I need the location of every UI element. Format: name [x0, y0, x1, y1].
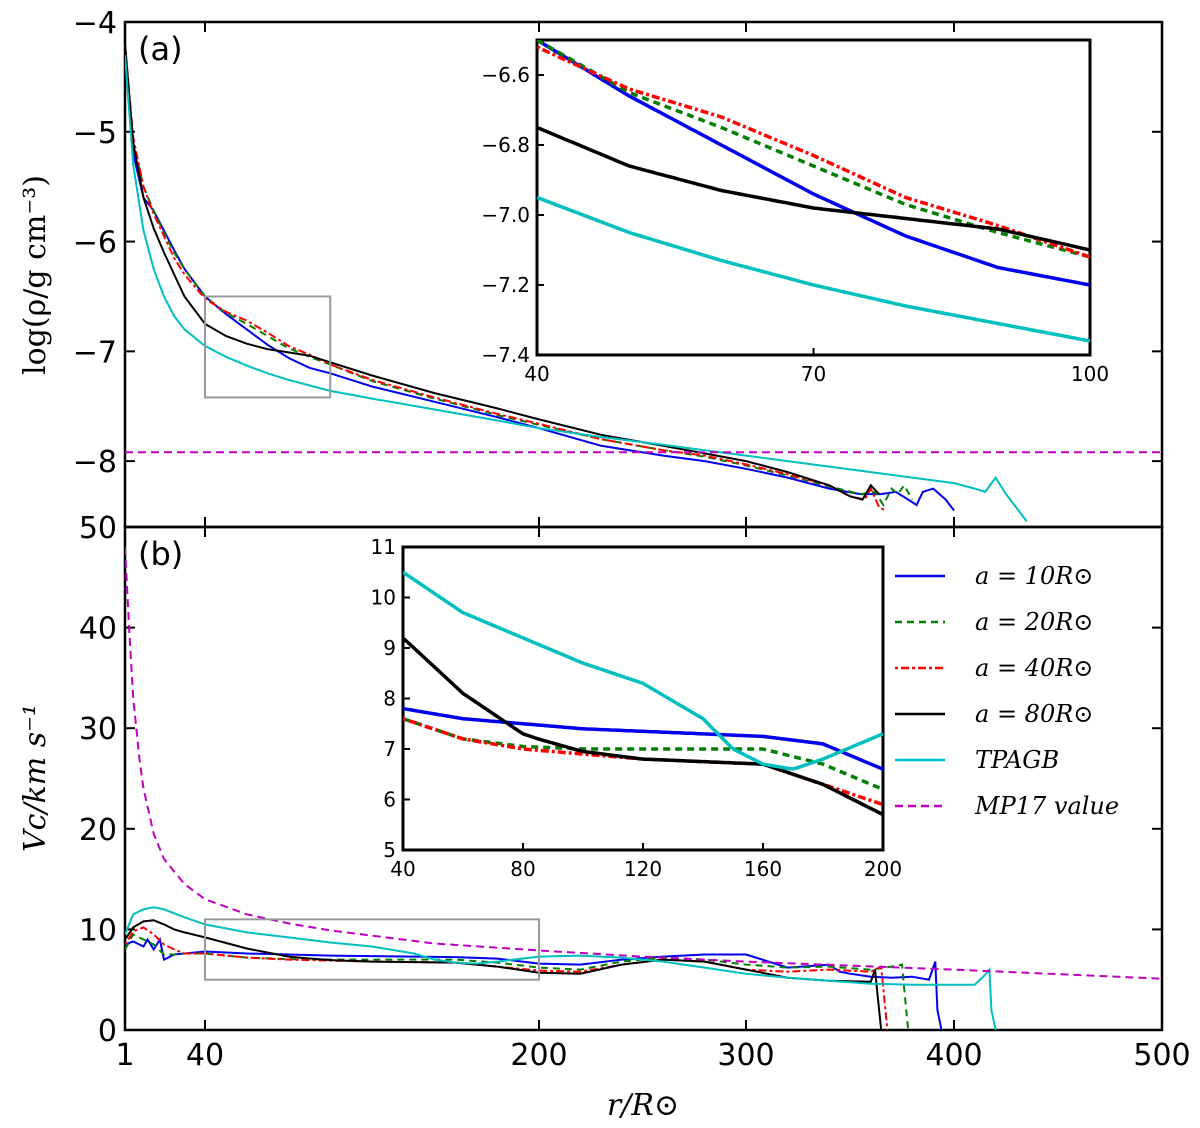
inset-y-tick-label: 5 [383, 838, 396, 862]
legend-label: TPAGB [975, 746, 1059, 774]
inset-x-tick-label: 120 [624, 857, 662, 881]
legend-label: a = 10R⊙ [975, 562, 1093, 590]
x-axis-label: r/R⊙ [607, 1088, 679, 1123]
x-tick-label: 500 [1133, 1038, 1190, 1073]
panel-b-label: (b) [138, 535, 183, 573]
inset-x-tick-label: 80 [510, 857, 535, 881]
inset-x-tick-label: 200 [864, 857, 902, 881]
inset-x-tick-label: 160 [744, 857, 782, 881]
inset-y-tick-label: −6.8 [481, 133, 530, 157]
series-line-mp17-value [125, 547, 1162, 980]
panel-b: 0 10 20 30 40 50 (b) 40 80 120 160 200 5 6 7 8 9 10 11 a… [79, 511, 1164, 1049]
inset-b: 40 80 120 160 200 5 6 7 8 9 10 11 [371, 535, 903, 881]
inset-y-tick-label: −7.2 [481, 273, 530, 297]
panel-b-ticks: 0 10 20 30 40 50 [79, 511, 1163, 1049]
y-tick-label: −7 [73, 335, 117, 370]
y-tick-label: −6 [73, 226, 117, 261]
inset-x-tick-label: 40 [390, 857, 415, 881]
y-tick-label: 0 [98, 1014, 117, 1049]
legend-label: a = 80R⊙ [975, 700, 1093, 728]
inset-y-tick-label: −6.6 [481, 63, 530, 87]
x-tick-label: 200 [510, 1038, 567, 1073]
series-line-tpagb [125, 54, 1028, 523]
panel-b-frame [123, 525, 1164, 1032]
inset-y-tick-label: 10 [371, 586, 396, 610]
panel-a: −4 −5 −6 −7 −8 (a) 40 70 100 −6.6 −6.8 −7.0 −7.2 −7… [73, 6, 1164, 529]
y-tick-label: −4 [73, 6, 117, 41]
y-axis-label-bottom: Vc/km s⁻¹ [18, 704, 53, 852]
x-tick-label: 400 [925, 1038, 982, 1073]
inset-y-tick-label: 7 [383, 737, 396, 761]
panel-a-lines [125, 43, 1162, 523]
y-tick-label: 10 [79, 913, 117, 948]
series-line-a-20r-sun [125, 43, 914, 508]
panel-a-ticks: −4 −5 −6 −7 −8 [73, 6, 1163, 527]
inset-x-tick-label: 70 [801, 362, 826, 386]
legend-label: MP17 value [974, 792, 1119, 820]
series-line-tpagb [125, 906, 997, 1030]
series-line-a-80r-sun [125, 43, 880, 501]
panel-a-label: (a) [138, 30, 183, 68]
inset-a-lines [537, 40, 1090, 343]
y-tick-label: −5 [73, 116, 117, 151]
inset-series-line-a-80r-sun [537, 125, 1090, 252]
inset-b-lines [403, 570, 883, 817]
inset-series-line-a-20r-sun [537, 40, 1090, 259]
inset-series-line-a-80r-sun [403, 636, 883, 817]
inset-x-tick-label: 40 [524, 362, 549, 386]
inset-x-tick-label: 100 [1071, 362, 1109, 386]
inset-y-tick-label: −7.4 [481, 343, 530, 367]
y-axis-label-top: log(ρ/g cm⁻³) [18, 175, 53, 375]
legend-label: a = 40R⊙ [975, 654, 1093, 682]
y-tick-label: 20 [79, 813, 117, 848]
legend: a = 10R⊙ a = 20R⊙ a = 40R⊙ a = 80R⊙ TPAGB MP1… [895, 562, 1119, 820]
y-tick-label: 50 [79, 511, 117, 546]
y-tick-label: 30 [79, 712, 117, 747]
inset-y-tick-label: −7.0 [481, 203, 530, 227]
inset-b-frame [401, 545, 885, 852]
inset-b-ticks: 40 80 120 160 200 5 6 7 8 9 10 11 [371, 535, 903, 881]
panel-a-zoom-box [204, 295, 332, 399]
panel-b-zoom-box [204, 918, 540, 981]
x-tick-labels: 1 40 200 300 400 500 [115, 1038, 1190, 1073]
inset-series-line-a-10r-sun [403, 706, 883, 771]
inset-series-line-tpagb [537, 195, 1090, 343]
x-tick-label: 40 [186, 1038, 224, 1073]
inset-series-line-a-10r-sun [537, 40, 1090, 287]
inset-y-tick-label: 6 [383, 788, 396, 812]
inset-a-ticks: 40 70 100 −6.6 −6.8 −7.0 −7.2 −7.4 [481, 63, 1109, 386]
x-tick-label: 1 [115, 1038, 134, 1073]
inset-series-line-a-20r-sun [403, 717, 883, 792]
inset-y-tick-label: 11 [371, 535, 396, 559]
inset-y-tick-label: 8 [383, 687, 396, 711]
inset-y-tick-label: 9 [383, 636, 396, 660]
y-tick-label: 40 [79, 612, 117, 647]
inset-a: 40 70 100 −6.6 −6.8 −7.0 −7.2 −7.4 [481, 38, 1109, 386]
x-tick-label: 300 [717, 1038, 774, 1073]
inset-a-frame [535, 38, 1092, 357]
legend-label: a = 20R⊙ [975, 608, 1093, 636]
panel-b-lines [125, 547, 1162, 1030]
inset-series-line-tpagb [403, 570, 883, 771]
y-tick-label: −8 [73, 445, 117, 480]
inset-series-line-a-40r-sun [537, 45, 1090, 259]
